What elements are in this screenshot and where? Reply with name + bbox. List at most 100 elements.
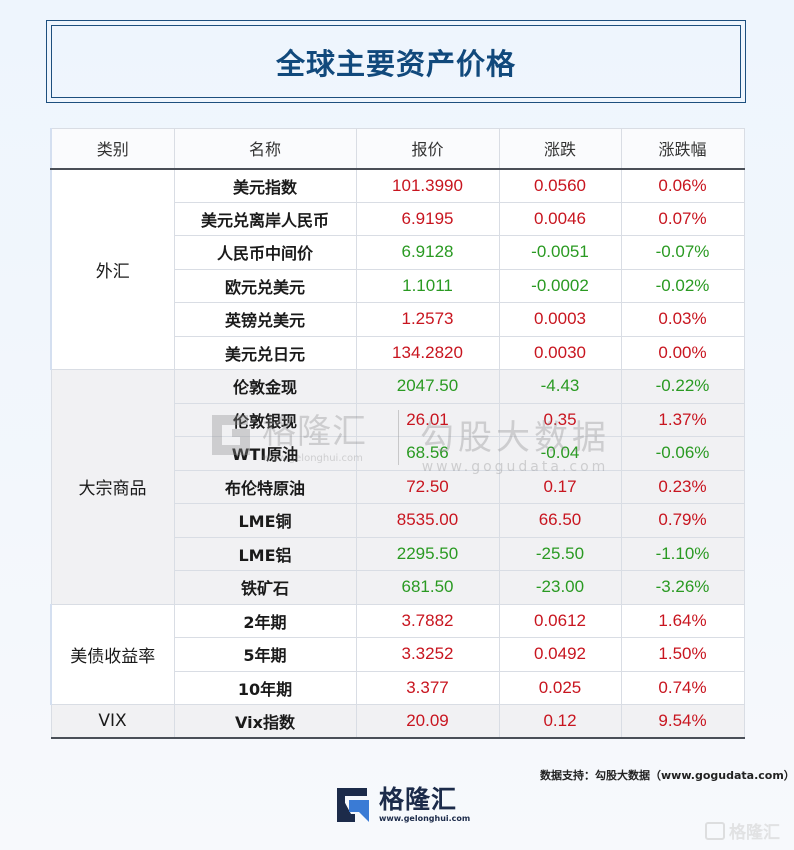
group-treasury-yields: 美债收益率 2年期 3.7882 0.0612 1.64% 5年期 3.3252… — [50, 603, 745, 705]
asset-name: LME铝 — [173, 536, 357, 571]
asset-name: Vix指数 — [173, 704, 357, 739]
asset-price: 134.2820 — [355, 335, 500, 370]
asset-change: -4.43 — [498, 369, 622, 404]
column-header-price: 报价 — [355, 128, 500, 170]
asset-change: 0.0612 — [498, 603, 622, 638]
asset-name: 铁矿石 — [173, 570, 357, 605]
asset-price: 1.2573 — [355, 302, 500, 337]
asset-change-pct: 1.37% — [620, 402, 745, 437]
asset-price: 6.9195 — [355, 201, 500, 236]
table-row: 人民币中间价 6.9128 -0.0051 -0.07% — [51, 235, 745, 270]
column-header-change-pct: 涨跌幅 — [620, 128, 745, 170]
data-source-note: 数据支持：勾股大数据（www.gogudata.com） — [540, 769, 794, 782]
asset-change-pct: 0.03% — [620, 302, 745, 337]
asset-change-pct: 0.06% — [620, 168, 745, 203]
table-row: LME铜 8535.00 66.50 0.79% — [51, 503, 745, 538]
asset-change: 0.025 — [498, 670, 622, 705]
table-row: 美元兑离岸人民币 6.9195 0.0046 0.07% — [51, 201, 745, 236]
watermark-divider — [398, 410, 399, 465]
asset-name: 美元指数 — [173, 168, 357, 203]
asset-price: 68.56 — [355, 436, 500, 471]
corner-watermark-logo: 格隆汇 — [705, 818, 780, 843]
asset-price: 1.1011 — [355, 268, 500, 303]
asset-price: 26.01 — [355, 402, 500, 437]
category-cell: 大宗商品 — [50, 369, 175, 605]
asset-change: 0.35 — [498, 402, 622, 437]
category-cell: 外汇 — [50, 168, 175, 370]
group-forex: 外汇 美元指数 101.3990 0.0560 0.06% 美元兑离岸人民币 6… — [50, 168, 745, 370]
asset-name: 英镑兑美元 — [173, 302, 357, 337]
asset-change: -0.0051 — [498, 235, 622, 270]
asset-price: 3.7882 — [355, 603, 500, 638]
table-row: 英镑兑美元 1.2573 0.0003 0.03% — [51, 302, 745, 337]
asset-price: 2047.50 — [355, 369, 500, 404]
table-row: 美债收益率 2年期 3.7882 0.0612 1.64% — [50, 603, 745, 705]
table-row: LME铝 2295.50 -25.50 -1.10% — [51, 536, 745, 571]
table-row: VIX Vix指数 20.09 0.12 9.54% — [50, 704, 745, 739]
asset-price: 3.377 — [355, 670, 500, 705]
asset-change: 0.0003 — [498, 302, 622, 337]
asset-change: -23.00 — [498, 570, 622, 605]
table-row: 美元兑日元 134.2820 0.0030 0.00% — [51, 335, 745, 370]
column-header-category: 类别 — [50, 128, 175, 170]
column-header-name: 名称 — [173, 128, 357, 170]
page-title: 全球主要资产价格 — [275, 46, 516, 81]
group-vix: VIX Vix指数 20.09 0.12 9.54% — [50, 704, 745, 739]
asset-change: 0.0492 — [498, 637, 622, 672]
asset-price-table: 类别 名称 报价 涨跌 涨跌幅 外汇 美元指数 101.3990 0.0560 … — [50, 128, 745, 739]
category-cell: 美债收益率 — [50, 603, 175, 705]
asset-name: 伦敦银现 — [173, 402, 357, 437]
asset-price: 101.3990 — [355, 168, 500, 203]
asset-name: 2年期 — [173, 603, 357, 638]
footer-logo-brand-url: www.gelonghui.com — [379, 814, 471, 823]
asset-change-pct: -3.26% — [620, 570, 745, 605]
asset-change-pct: -1.10% — [620, 536, 745, 571]
asset-name: 布伦特原油 — [173, 469, 357, 504]
table-row: 铁矿石 681.50 -23.00 -3.26% — [51, 570, 745, 605]
asset-change: 0.17 — [498, 469, 622, 504]
table-row: 大宗商品 伦敦金现 2047.50 -4.43 -0.22% — [50, 369, 745, 605]
asset-name: WTI原油 — [173, 436, 357, 471]
asset-change-pct: -0.07% — [620, 235, 745, 270]
corner-logo-text: 格隆汇 — [729, 823, 780, 843]
column-header-change: 涨跌 — [498, 128, 622, 170]
table-row: 欧元兑美元 1.1011 -0.0002 -0.02% — [51, 268, 745, 303]
asset-change-pct: 0.23% — [620, 469, 745, 504]
asset-name: 欧元兑美元 — [173, 268, 357, 303]
asset-change: 66.50 — [498, 503, 622, 538]
corner-logo-icon — [705, 821, 725, 840]
gelonghui-logo-icon — [337, 788, 369, 822]
asset-change: -0.04 — [498, 436, 622, 471]
title-inner-frame: 全球主要资产价格 — [51, 25, 741, 98]
asset-change-pct: -0.22% — [620, 369, 745, 404]
table-row: 外汇 美元指数 101.3990 0.0560 0.06% — [50, 168, 745, 370]
asset-change-pct: -0.06% — [620, 436, 745, 471]
category-cell: VIX — [50, 704, 175, 739]
asset-change-pct: 9.54% — [620, 704, 745, 739]
table-row: 布伦特原油 72.50 0.17 0.23% — [51, 469, 745, 504]
group-commodities: 大宗商品 伦敦金现 2047.50 -4.43 -0.22% 伦敦银现 26.0… — [50, 369, 745, 605]
asset-name: 美元兑日元 — [173, 335, 357, 370]
asset-name: 美元兑离岸人民币 — [173, 201, 357, 236]
asset-change-pct: 0.74% — [620, 670, 745, 705]
asset-change: -25.50 — [498, 536, 622, 571]
asset-change: -0.0002 — [498, 268, 622, 303]
asset-change: 0.0046 — [498, 201, 622, 236]
table-row: 伦敦银现 26.01 0.35 1.37% — [51, 402, 745, 437]
footer-logo-brand-cn: 格隆汇 — [379, 785, 458, 814]
table-header-row: 类别 名称 报价 涨跌 涨跌幅 — [50, 128, 745, 170]
asset-change-pct: 0.07% — [620, 201, 745, 236]
asset-change: 0.0560 — [498, 168, 622, 203]
title-frame: 全球主要资产价格 — [46, 20, 746, 103]
asset-change: 0.12 — [498, 704, 622, 739]
asset-price: 8535.00 — [355, 503, 500, 538]
asset-price: 72.50 — [355, 469, 500, 504]
asset-change-pct: 1.64% — [620, 603, 745, 638]
asset-change-pct: 0.00% — [620, 335, 745, 370]
asset-name: 10年期 — [173, 670, 357, 705]
footer-logo: 格隆汇 www.gelonghui.com — [335, 783, 470, 827]
asset-change-pct: 1.50% — [620, 637, 745, 672]
asset-change-pct: -0.02% — [620, 268, 745, 303]
asset-name: 人民币中间价 — [173, 235, 357, 270]
asset-price: 20.09 — [355, 704, 500, 739]
